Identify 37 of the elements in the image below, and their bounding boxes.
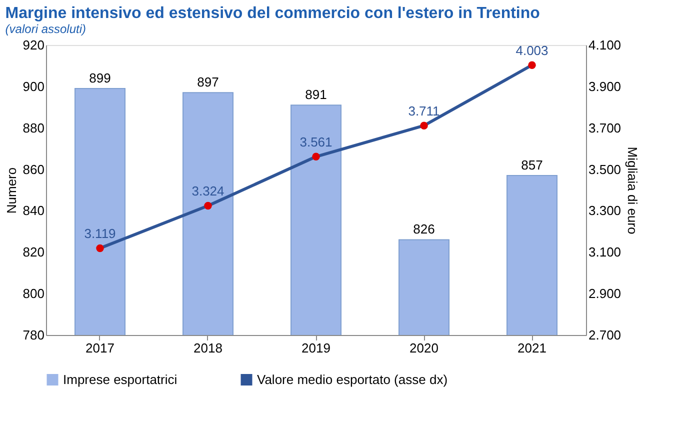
y-axis-title: Numero <box>4 167 19 214</box>
x-tick-label: 2019 <box>302 340 330 356</box>
y-tick-label: 780 <box>22 328 44 342</box>
y-tick-label: 840 <box>22 203 44 218</box>
y2-tick-label: 3.100 <box>588 244 622 260</box>
y2-axis-title: Migliaia di euro <box>625 146 640 234</box>
x-tick-label: 2018 <box>194 340 222 356</box>
data-label: 891 <box>305 87 327 102</box>
data-label: 3.711 <box>408 104 440 119</box>
chart-title: Margine intensivo ed estensivo del commercio con l'estero in Trentino <box>5 5 540 22</box>
y2-tick-label: 4.100 <box>588 38 622 52</box>
data-label: 3.324 <box>192 184 224 199</box>
x-tick-label: 2021 <box>518 340 546 356</box>
y-tick-label: 820 <box>22 244 44 260</box>
legend-label: Valore medio esportato (asse dx) <box>257 372 448 387</box>
y-tick-label: 880 <box>22 120 44 136</box>
data-label: 897 <box>197 74 219 90</box>
y-tick-label: 920 <box>22 38 44 52</box>
y-tick-label: 900 <box>22 78 44 94</box>
data-label: 857 <box>521 158 543 172</box>
y-tick-label: 860 <box>22 162 44 177</box>
legend-label: Imprese esportatrici <box>63 372 178 387</box>
x-tick-label: 2017 <box>86 340 114 356</box>
chart-subtitle: (valori assoluti) <box>5 22 86 36</box>
data-label: 4.003 <box>516 43 548 58</box>
y2-tick-label: 3.700 <box>588 120 622 136</box>
data-label: 899 <box>89 70 111 86</box>
y2-tick-label: 3.300 <box>588 203 622 218</box>
y2-tick-label: 2.700 <box>588 328 622 342</box>
y2-tick-label: 3.500 <box>588 162 622 177</box>
x-tick-label: 2020 <box>410 340 438 356</box>
data-label: 3.561 <box>300 134 332 150</box>
y-tick-label: 800 <box>22 286 44 302</box>
y2-tick-label: 2.900 <box>588 286 622 302</box>
y2-tick-label: 3.900 <box>588 78 622 94</box>
data-label: 826 <box>413 222 435 237</box>
data-label: 3.119 <box>84 226 116 242</box>
